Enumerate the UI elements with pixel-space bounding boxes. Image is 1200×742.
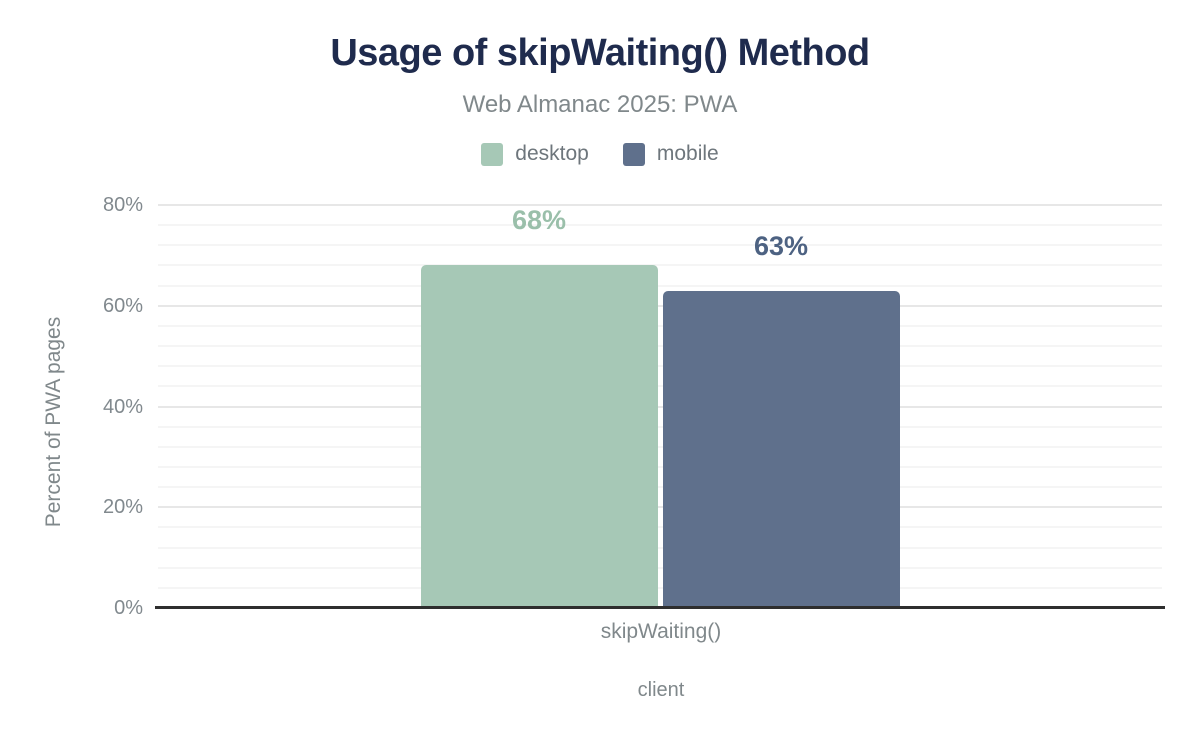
y-tick-label: 0%: [114, 597, 143, 619]
gridline-minor: [158, 264, 1162, 267]
x-axis-line: [155, 606, 1165, 609]
gridline-minor: [158, 365, 1162, 368]
gridline-minor: [158, 566, 1162, 569]
bar-desktop: [420, 265, 658, 608]
gridline-minor: [158, 385, 1162, 388]
desktop-swatch-icon: [481, 142, 504, 166]
gridline-minor: [158, 324, 1162, 327]
mobile-swatch-icon: [622, 142, 645, 166]
gridline-minor: [158, 586, 1162, 589]
chart-title: Usage of skipWaiting() Method: [330, 32, 870, 74]
legend-item-mobile: mobile: [622, 142, 719, 166]
y-tick-label: 40%: [102, 395, 143, 418]
y-tick-label: 20%: [102, 496, 143, 519]
gridline-minor: [158, 546, 1162, 549]
y-tick-label: 60%: [102, 294, 143, 317]
gridline-minor: [158, 465, 1162, 468]
legend-label-mobile: mobile: [656, 142, 719, 165]
gridline-minor: [158, 486, 1162, 489]
chart-subtitle: Web Almanac 2025: PWA: [462, 91, 738, 118]
gridline-minor: [158, 445, 1162, 448]
gridline-minor: [158, 244, 1162, 247]
gridline-minor: [158, 425, 1162, 428]
x-category-label: skipWaiting(): [600, 620, 722, 643]
bar-value-label-mobile: 63%: [753, 230, 809, 261]
legend-label-desktop: desktop: [515, 142, 589, 165]
chart-legend: desktop mobile: [0, 142, 1200, 166]
gridline-major: [158, 204, 1162, 206]
legend-item-desktop: desktop: [481, 142, 589, 166]
x-axis-title: client: [637, 679, 685, 701]
gridline-minor: [158, 526, 1162, 529]
bar-value-label-desktop: 68%: [511, 205, 567, 236]
gridline-minor: [158, 224, 1162, 227]
gridline-major: [158, 506, 1162, 509]
y-tick-label: 80%: [102, 194, 143, 216]
gridline-minor: [158, 345, 1162, 348]
gridline-major: [158, 304, 1162, 307]
gridline-major: [158, 405, 1162, 408]
gridline-minor: [158, 284, 1162, 287]
bar-mobile: [662, 290, 900, 608]
